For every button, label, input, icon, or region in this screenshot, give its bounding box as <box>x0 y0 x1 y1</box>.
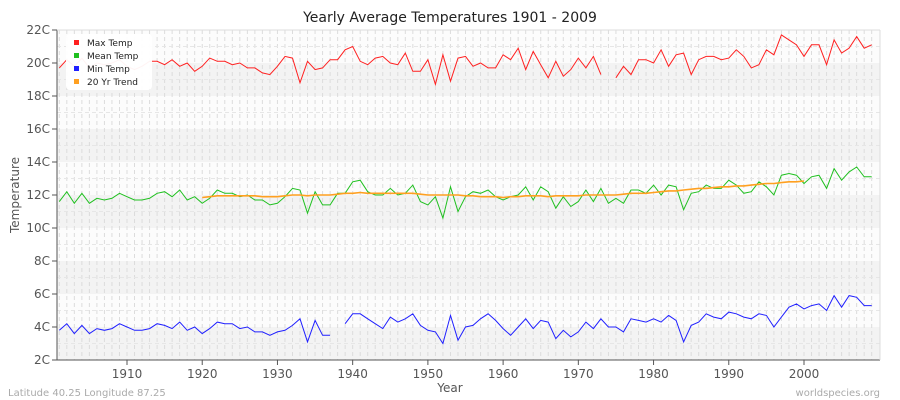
grid-band <box>57 261 880 294</box>
grid-band <box>57 129 880 162</box>
y-tick-label: 8C <box>34 254 50 268</box>
legend-label: Max Temp <box>87 39 133 49</box>
y-tick-label: 12C <box>26 188 50 202</box>
series-line-20-yr-trend <box>202 180 805 199</box>
x-tick-label: 2000 <box>789 367 820 381</box>
legend-swatch <box>74 40 79 45</box>
footer-source: worldspecies.org <box>796 388 880 399</box>
chart-title: Yearly Average Temperatures 1901 - 2009 <box>302 10 597 26</box>
y-tick-label: 2C <box>34 353 50 367</box>
footer-location: Latitude 40.25 Longitude 87.25 <box>8 388 166 399</box>
y-tick-label: 14C <box>26 155 50 169</box>
y-tick-label: 10C <box>26 221 50 235</box>
legend-label: Mean Temp <box>87 52 139 62</box>
series-line-min-temp <box>58 294 872 345</box>
grid-band <box>57 195 880 228</box>
legend: Max Temp Mean Temp Min Temp 20 Yr Trend <box>66 34 152 90</box>
x-tick-label: 1980 <box>638 367 669 381</box>
grid-band <box>57 63 880 96</box>
x-tick-label: 1930 <box>262 367 293 381</box>
y-tick-label: 16C <box>26 122 50 136</box>
legend-swatch <box>74 66 79 71</box>
y-tick-label: 18C <box>26 89 50 103</box>
legend-swatch <box>74 79 79 84</box>
x-tick-label: 1960 <box>488 367 519 381</box>
y-tick-label: 20C <box>26 56 50 70</box>
x-tick-label: 1910 <box>112 367 143 381</box>
x-tick-label: 1940 <box>337 367 368 381</box>
grid-band <box>57 327 880 360</box>
x-tick-label: 1920 <box>187 367 218 381</box>
x-tick-label: 1950 <box>413 367 444 381</box>
legend-label: 20 Yr Trend <box>87 78 138 88</box>
x-axis-label: Year <box>436 381 462 395</box>
x-tick-label: 1990 <box>714 367 745 381</box>
legend-swatch <box>74 53 79 58</box>
y-tick-label: 6C <box>34 287 50 301</box>
x-tick-label: 1970 <box>563 367 594 381</box>
y-tick-label: 22C <box>26 23 50 37</box>
legend-box <box>66 34 152 90</box>
y-axis-label: Temperature <box>8 157 22 234</box>
y-tick-label: 4C <box>34 320 50 334</box>
legend-label: Min Temp <box>87 65 130 75</box>
